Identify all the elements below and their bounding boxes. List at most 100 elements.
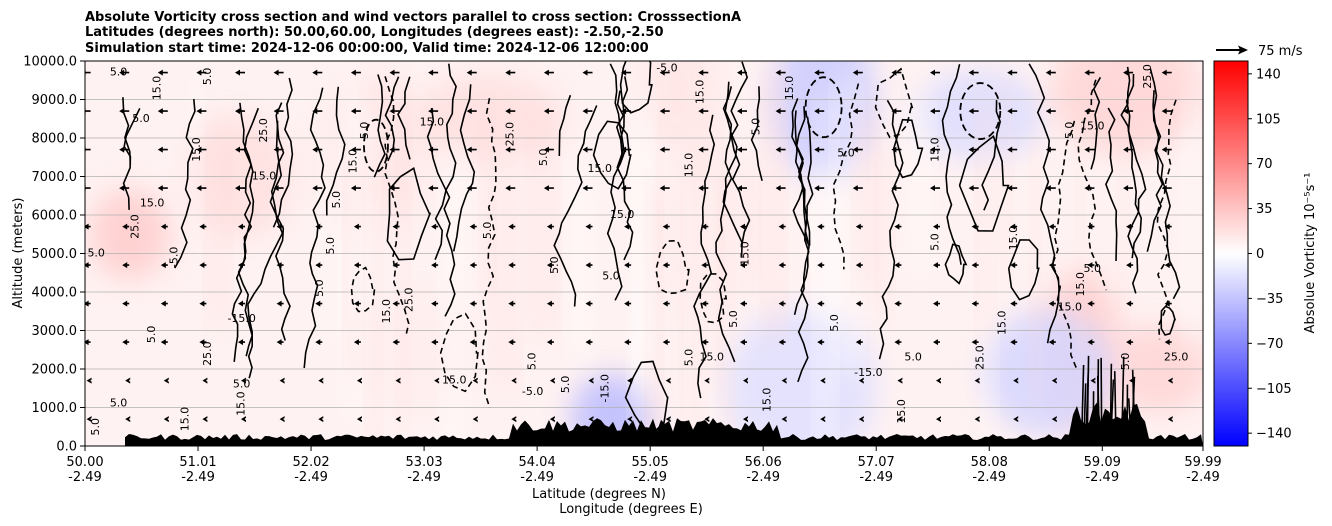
contour-label: 5.0 bbox=[727, 310, 740, 328]
wind-vector-arrow-icon bbox=[350, 146, 361, 153]
contour-label: 15.0 bbox=[190, 137, 203, 162]
wind-vector-arrow-icon bbox=[85, 146, 91, 153]
contour-loop bbox=[892, 118, 924, 179]
wind-vector-arrow-icon bbox=[971, 339, 979, 346]
contour-label: 15.0 bbox=[783, 76, 796, 101]
wind-vector-arrow-icon bbox=[466, 108, 477, 115]
wind-vector-arrow-icon bbox=[511, 377, 517, 384]
wind-vector-arrow-icon bbox=[508, 300, 516, 307]
wind-vector-arrow-icon bbox=[353, 300, 361, 307]
vorticity-streak bbox=[911, 101, 929, 268]
wind-vector-arrow-icon bbox=[1051, 377, 1057, 384]
contour-label: 15.0 bbox=[929, 137, 942, 162]
wind-vector-arrow-icon bbox=[930, 185, 940, 192]
wind-vector-arrow-icon bbox=[1087, 223, 1095, 230]
contour-line bbox=[553, 105, 598, 307]
wind-vector-arrow-icon bbox=[624, 300, 632, 307]
contour-label: 15.0 bbox=[235, 391, 248, 416]
wind-vector-arrow-icon bbox=[315, 300, 323, 307]
wind-vector-arrow-icon bbox=[1161, 108, 1172, 115]
wind-vector-arrow-icon bbox=[160, 262, 168, 269]
wind-vector-arrow-icon bbox=[163, 377, 169, 384]
wind-vector-arrow-icon bbox=[505, 69, 516, 76]
wind-vector-arrow-icon bbox=[273, 69, 284, 76]
x-tick-label-longitude: -2.49 bbox=[520, 470, 554, 485]
contour-label: 5.0 bbox=[110, 397, 128, 410]
wind-vector-arrow-icon bbox=[350, 108, 361, 115]
contour-line bbox=[1105, 107, 1118, 262]
x-tick-label-longitude: -2.49 bbox=[859, 470, 893, 485]
wind-vector-arrow-icon bbox=[1123, 108, 1134, 115]
contour-label: 15.0 bbox=[1080, 119, 1105, 132]
wind-vector-arrow-icon bbox=[85, 69, 91, 76]
wind-vector-arrow-icon bbox=[704, 377, 710, 384]
wind-vector-arrow-icon bbox=[86, 377, 92, 384]
wind-vector-arrow-icon bbox=[930, 69, 940, 76]
contour-label: 15.0 bbox=[682, 153, 695, 178]
wind-vector-arrow-icon bbox=[1161, 146, 1172, 153]
y-tick-label: 2000.0 bbox=[32, 363, 78, 378]
wind-vector-arrow-icon bbox=[1167, 377, 1173, 384]
wind-vector-arrow-icon bbox=[855, 262, 863, 269]
wind-vector-arrow-icon bbox=[624, 339, 632, 346]
contour-label: 15.0 bbox=[151, 76, 164, 101]
wind-vector-arrow-icon bbox=[1010, 339, 1018, 346]
wind-vector-arrow-icon bbox=[196, 69, 207, 76]
colorbar-tick-label: 0 bbox=[1256, 247, 1264, 262]
contour-label: 25.0 bbox=[257, 118, 270, 143]
wind-vector-arrow-icon bbox=[1048, 262, 1056, 269]
contour-label: 15.0 bbox=[347, 149, 360, 174]
wind-vector-arrow-icon bbox=[273, 185, 284, 192]
x-tick-label-latitude: 53.03 bbox=[405, 455, 442, 470]
contour-label: 15.0 bbox=[996, 311, 1009, 336]
contour-label: -15.0 bbox=[227, 312, 255, 325]
wind-vector-arrow-icon bbox=[86, 416, 92, 423]
wind-vector-arrow-icon bbox=[119, 185, 130, 192]
wind-vector-arrow-icon bbox=[466, 69, 477, 76]
contour-label: 5.0 bbox=[324, 237, 337, 255]
contour-label: 25.0 bbox=[403, 287, 416, 312]
contour-label: 5.0 bbox=[1063, 122, 1076, 140]
wind-vector-arrow-icon bbox=[621, 146, 632, 153]
contour-line bbox=[941, 64, 962, 265]
wind-vector-arrow-icon bbox=[511, 416, 517, 423]
wind-vector-arrow-icon bbox=[202, 416, 208, 423]
wind-vector-arrow-icon bbox=[199, 223, 207, 230]
contour-line bbox=[325, 86, 346, 216]
contour-label: 5.0 bbox=[548, 256, 561, 274]
wind-vector-arrow-icon bbox=[356, 416, 362, 423]
contour-label: 15.0 bbox=[738, 241, 751, 266]
colorbar-tick-label: 35 bbox=[1256, 202, 1273, 217]
wind-vector-arrow-icon bbox=[891, 108, 902, 115]
wind-vector-arrow-icon bbox=[1007, 146, 1018, 153]
wind-vector-arrow-icon bbox=[971, 262, 979, 269]
contour-label: 5.0 bbox=[201, 68, 214, 86]
wind-vector-arrow-icon bbox=[621, 185, 632, 192]
wind-vector-arrow-icon bbox=[624, 262, 632, 269]
contour-line bbox=[426, 107, 456, 317]
contour-line bbox=[269, 120, 291, 341]
terrain-clutter bbox=[125, 355, 1203, 446]
wind-vector-arrow-icon bbox=[894, 300, 902, 307]
colorbar-gradient bbox=[1213, 60, 1249, 447]
contour-label: 25.0 bbox=[503, 122, 516, 147]
wind-vector-arrow-icon bbox=[1045, 108, 1056, 115]
contour-line bbox=[384, 76, 410, 334]
wind-vector-arrow-icon bbox=[936, 377, 941, 384]
vorticity-streak bbox=[837, 81, 856, 372]
x-tick-label-latitude: 57.07 bbox=[858, 455, 895, 470]
wind-vector-arrow-icon bbox=[389, 185, 400, 192]
wind-vector-arrow-icon bbox=[235, 185, 245, 192]
wind-vector-arrow-icon bbox=[1126, 262, 1134, 269]
wind-vector-arrow-icon bbox=[855, 300, 863, 307]
wind-vector-arrow-icon bbox=[1164, 300, 1172, 307]
wind-vector-arrow-icon bbox=[891, 69, 902, 76]
wind-vector-arrow-icon bbox=[428, 146, 439, 153]
wind-vector-arrow-icon bbox=[894, 223, 902, 230]
wind-vector-arrow-icon bbox=[858, 377, 864, 384]
contour-lines bbox=[122, 61, 1181, 435]
wind-vector-arrow-icon bbox=[1045, 146, 1056, 153]
wind-vector-arrow-icon bbox=[1087, 300, 1095, 307]
contour-label: 15.0 bbox=[140, 196, 165, 209]
vorticity-streak bbox=[445, 146, 464, 446]
